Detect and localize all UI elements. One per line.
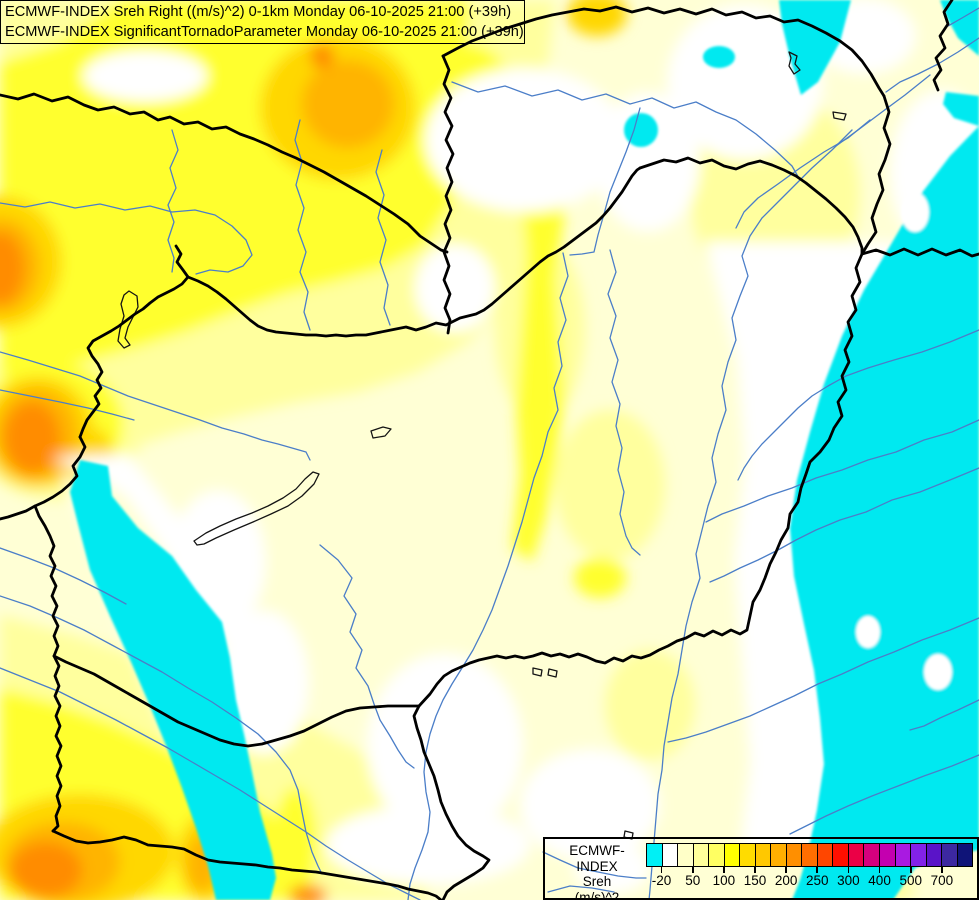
legend-tick <box>941 867 943 873</box>
legend-tick <box>785 867 787 873</box>
legend-color-cell <box>647 844 663 866</box>
legend-units: (m/s)^2 <box>574 889 620 900</box>
legend-color-cell <box>755 844 772 866</box>
legend-tick-label: 250 <box>806 873 829 888</box>
legend-tick <box>660 867 663 873</box>
legend-tick <box>816 867 819 873</box>
legend-tick-label: 150 <box>743 873 767 888</box>
legend-color-cell <box>848 844 865 866</box>
legend-color-cell <box>740 844 756 866</box>
legend-tick <box>723 867 725 873</box>
lakes-layer <box>117 51 847 840</box>
legend-color-cell <box>833 844 849 866</box>
lake-balaton-outline <box>193 471 320 546</box>
legend-tick-label: 50 <box>685 873 701 888</box>
legend-tick <box>878 867 881 873</box>
legend-color-cell <box>678 844 694 866</box>
legend-tick-label: -20 <box>651 873 672 888</box>
legend-color-cell <box>911 844 927 866</box>
lake-velence-outline <box>370 426 392 439</box>
legend-color-cell <box>942 844 958 866</box>
title-line-1: ECMWF-INDEX Sreh Right ((m/s)^2) 0-1km M… <box>5 4 512 20</box>
legend-tick-label: 700 <box>930 873 954 888</box>
legend-color-cell <box>926 844 943 866</box>
title-box: ECMWF-INDEX Sreh Right ((m/s)^2) 0-1km M… <box>0 0 525 44</box>
legend-color-cell <box>817 844 834 866</box>
legend-color-cell <box>895 844 912 866</box>
legend-label-block: ECMWF-INDEX Sreh (m/s)^2 <box>549 843 645 900</box>
legend-tick <box>754 867 756 873</box>
title-line-2: ECMWF-INDEX SignificantTornadoParameter … <box>5 24 524 40</box>
legend-color-cell <box>802 844 818 866</box>
legend-color-cell <box>879 844 896 866</box>
legend-tick <box>847 867 850 873</box>
rivers-layer <box>0 7 979 900</box>
legend-tick-label: 100 <box>712 873 736 888</box>
legend-parameter: Sreh <box>582 874 612 889</box>
legend-color-cell <box>957 844 973 866</box>
legend-colorbar <box>646 843 973 867</box>
legend-color-cell <box>786 844 803 866</box>
legend-tick-label: 200 <box>774 873 798 888</box>
legend-panel: ECMWF-INDEX Sreh (m/s)^2 -20 50 100 150 200 2… <box>543 837 979 900</box>
legend-color-cell <box>864 844 880 866</box>
legend-color-cell <box>771 844 787 866</box>
legend-tick <box>691 867 694 873</box>
legend-tick-label: 300 <box>837 873 860 888</box>
legend-color-cell <box>693 844 710 866</box>
legend-color-cell <box>709 844 725 866</box>
legend-tick-label: 500 <box>899 873 922 888</box>
lake-neusiedl-outline <box>117 290 139 349</box>
legend-title: ECMWF-INDEX <box>569 843 625 874</box>
legend-color-cell <box>662 844 679 866</box>
legend-color-cell <box>724 844 741 866</box>
legend-tick-label: 400 <box>868 873 891 888</box>
legend-tick <box>909 867 912 873</box>
legend-ticks: -20 50 100 150 200 250 300 400 500 700 <box>646 867 973 895</box>
